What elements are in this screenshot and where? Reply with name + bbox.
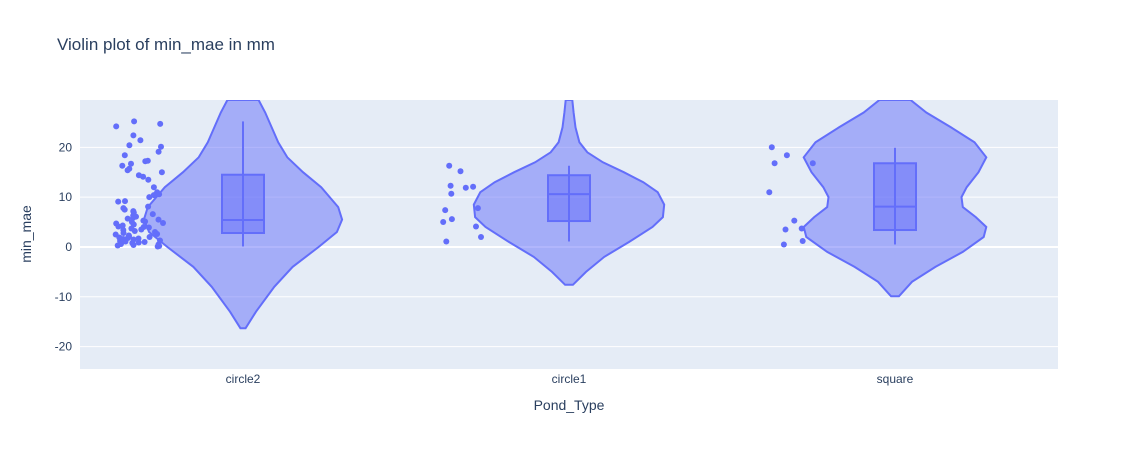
data-point — [121, 152, 128, 159]
data-point — [443, 238, 450, 245]
x-tick-label: square — [877, 372, 914, 386]
y-tick-label: 20 — [59, 140, 73, 154]
data-point — [780, 241, 787, 248]
data-point — [135, 172, 142, 179]
data-point — [146, 194, 153, 201]
data-point — [448, 190, 455, 197]
data-point — [473, 223, 479, 230]
data-point — [145, 176, 152, 183]
data-point — [470, 183, 477, 190]
data-point — [446, 162, 453, 169]
data-point — [478, 234, 484, 240]
data-point — [115, 198, 122, 205]
data-point — [124, 215, 131, 222]
data-point — [144, 157, 151, 164]
violin-group — [766, 100, 988, 298]
data-point — [145, 224, 152, 231]
data-point — [448, 216, 455, 223]
y-axis-title: min_mae — [18, 205, 34, 263]
data-point — [113, 220, 120, 227]
data-point — [130, 132, 137, 139]
data-point — [131, 118, 138, 125]
data-point — [782, 226, 789, 233]
data-point — [140, 217, 147, 224]
data-point — [766, 189, 773, 196]
data-point — [120, 227, 127, 233]
data-point — [798, 225, 805, 232]
x-tick-label: circle1 — [552, 372, 587, 386]
y-tick-labels: -20 -10 0 10 20 — [55, 140, 73, 353]
data-point — [809, 160, 816, 167]
box — [221, 173, 265, 235]
data-point — [149, 211, 156, 218]
data-point — [155, 148, 162, 155]
data-point — [119, 162, 126, 169]
chart-title: Violin plot of min_mae in mm — [57, 35, 275, 54]
y-tick-label: 0 — [65, 240, 72, 254]
data-point — [135, 235, 142, 242]
data-point — [146, 234, 153, 240]
data-point — [137, 137, 144, 144]
data-point — [113, 123, 120, 130]
data-point — [771, 160, 778, 167]
data-point — [128, 160, 134, 167]
x-tick-label: circle2 — [226, 372, 261, 386]
data-point — [125, 232, 132, 239]
data-point — [768, 144, 775, 151]
violin-group — [440, 100, 666, 286]
data-point — [160, 220, 166, 226]
violin-group — [112, 100, 344, 330]
data-point — [155, 216, 162, 223]
y-tick-label: -20 — [55, 340, 73, 354]
box — [547, 174, 591, 223]
data-point — [447, 182, 454, 189]
x-axis-title: Pond_Type — [534, 397, 605, 413]
data-point — [140, 224, 147, 230]
data-point — [126, 165, 133, 172]
data-point — [440, 219, 447, 225]
data-point — [126, 142, 133, 149]
data-point — [154, 189, 161, 196]
data-point — [158, 169, 165, 176]
data-point — [130, 208, 137, 215]
data-point — [141, 239, 148, 245]
data-point — [112, 231, 119, 238]
data-point — [152, 229, 158, 235]
data-point — [145, 203, 152, 210]
violins — [112, 100, 988, 330]
box — [873, 162, 917, 232]
data-point — [150, 184, 157, 191]
data-point — [158, 143, 164, 150]
data-point — [122, 198, 128, 205]
data-point — [157, 237, 163, 244]
x-tick-labels: circle2 circle1 square — [226, 372, 914, 386]
data-point — [119, 222, 126, 229]
data-point — [457, 168, 464, 175]
y-tick-label: -10 — [55, 290, 73, 304]
data-point — [130, 236, 137, 243]
data-point — [783, 152, 790, 159]
y-tick-label: 10 — [59, 190, 73, 204]
data-point — [120, 205, 127, 212]
data-point — [442, 207, 449, 214]
data-point — [462, 184, 469, 191]
data-point — [799, 238, 806, 244]
data-point — [157, 120, 164, 127]
data-point — [791, 217, 798, 224]
data-point — [474, 205, 481, 212]
